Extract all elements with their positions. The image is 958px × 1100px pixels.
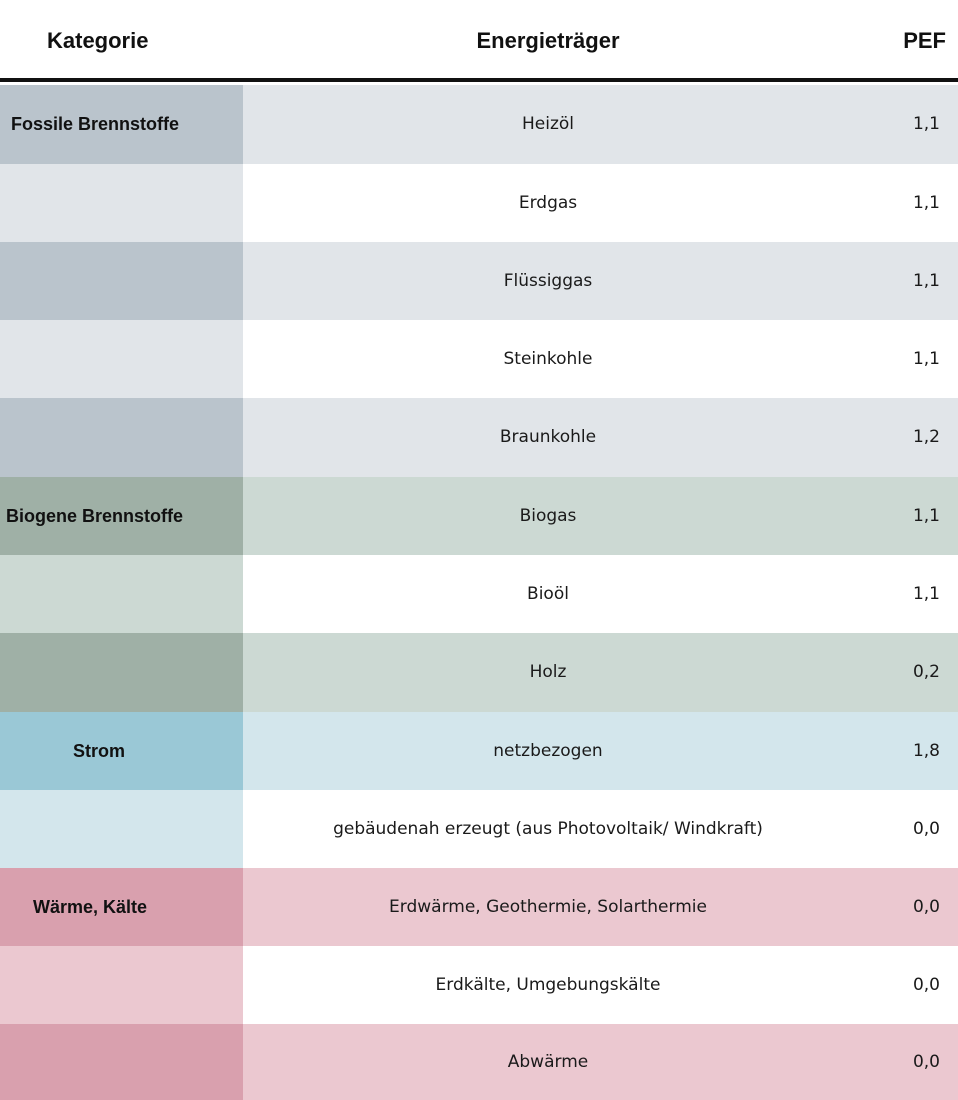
pef-cell: 1,1 (912, 584, 940, 604)
category-cell (0, 633, 243, 712)
pef-cell: 0,0 (912, 897, 940, 917)
row-background (243, 946, 958, 1025)
energy-carrier-cell: Holz (529, 662, 567, 682)
row-background (243, 320, 958, 399)
energy-carrier-cell: Flüssiggas (503, 271, 593, 291)
table-row: Holz 0,2 (0, 633, 958, 712)
row-background (243, 633, 958, 712)
pef-cell: 1,1 (912, 193, 940, 213)
category-cell: Wärme, Kälte (0, 868, 243, 947)
table-row: Erdkälte, Umgebungskälte 0,0 (0, 946, 958, 1025)
category-cell (0, 946, 243, 1025)
row-background (243, 868, 958, 947)
energy-carrier-cell: Erdwärme, Geothermie, Solarthermie (389, 897, 707, 917)
pef-cell: 1,2 (912, 427, 940, 447)
table-row: gebäudenah erzeugt (aus Photovoltaik/ Wi… (0, 790, 958, 869)
row-background (243, 1024, 958, 1100)
pef-cell: 1,1 (912, 349, 940, 369)
category-cell (0, 320, 243, 399)
category-cell (0, 164, 243, 243)
category-cell (0, 398, 243, 477)
energy-carrier-cell: Braunkohle (499, 427, 597, 447)
energy-carrier-cell: Heizöl (521, 114, 574, 134)
category-cell (0, 555, 243, 634)
row-background (243, 712, 958, 791)
pef-cell: 1,8 (912, 741, 940, 761)
table-row: Fossile Brennstoffe Heizöl 1,1 (0, 85, 958, 164)
pef-cell: 1,1 (912, 506, 940, 526)
header-pef: PEF (903, 28, 946, 53)
category-label: Biogene Brennstoffe (6, 506, 184, 526)
pef-cell: 0,2 (912, 662, 940, 682)
row-background (243, 555, 958, 634)
energy-carrier-cell: Bioöl (527, 584, 569, 604)
row-background (243, 164, 958, 243)
pef-cell: 1,1 (912, 114, 940, 134)
table-row: Bioöl 1,1 (0, 555, 958, 634)
category-cell: Biogene Brennstoffe (0, 477, 243, 556)
header-kategorie: Kategorie (47, 28, 149, 53)
pef-cell: 0,0 (912, 975, 940, 995)
energy-carrier-cell: Erdkälte, Umgebungskälte (435, 975, 661, 995)
energy-carrier-cell: Steinkohle (503, 349, 593, 369)
table-row: Braunkohle 1,2 (0, 398, 958, 477)
row-background (243, 242, 958, 321)
row-background (243, 477, 958, 556)
row-background (243, 85, 958, 164)
category-label: Strom (73, 741, 126, 761)
row-background (243, 398, 958, 477)
table-row: Erdgas 1,1 (0, 164, 958, 243)
category-cell (0, 1024, 243, 1100)
header-energietraeger: Energieträger (476, 28, 620, 53)
table-row: Strom netzbezogen 1,8 (0, 712, 958, 791)
table-row: Abwärme 0,0 (0, 1024, 958, 1100)
category-label: Wärme, Kälte (33, 897, 148, 917)
pef-cell: 1,1 (912, 271, 940, 291)
row-background (243, 790, 958, 869)
table-row: Wärme, Kälte Erdwärme, Geothermie, Solar… (0, 868, 958, 947)
category-cell (0, 790, 243, 869)
table-header: Kategorie Energieträger PEF (0, 0, 958, 82)
category-cell (0, 242, 243, 321)
energy-carrier-cell: Abwärme (507, 1052, 589, 1072)
table-row: Biogene Brennstoffe Biogas 1,1 (0, 477, 958, 556)
energy-carrier-cell: Biogas (519, 506, 577, 526)
table-row: Flüssiggas 1,1 (0, 242, 958, 321)
category-cell: Strom (0, 712, 243, 791)
table-row: Steinkohle 1,1 (0, 320, 958, 399)
energy-carrier-cell: gebäudenah erzeugt (aus Photovoltaik/ Wi… (333, 819, 763, 839)
energy-carrier-cell: netzbezogen (493, 741, 603, 761)
category-label: Fossile Brennstoffe (11, 114, 180, 134)
energy-carrier-cell: Erdgas (518, 193, 578, 213)
pef-cell: 0,0 (912, 1052, 940, 1072)
pef-cell: 0,0 (912, 819, 940, 839)
category-cell: Fossile Brennstoffe (0, 85, 243, 164)
